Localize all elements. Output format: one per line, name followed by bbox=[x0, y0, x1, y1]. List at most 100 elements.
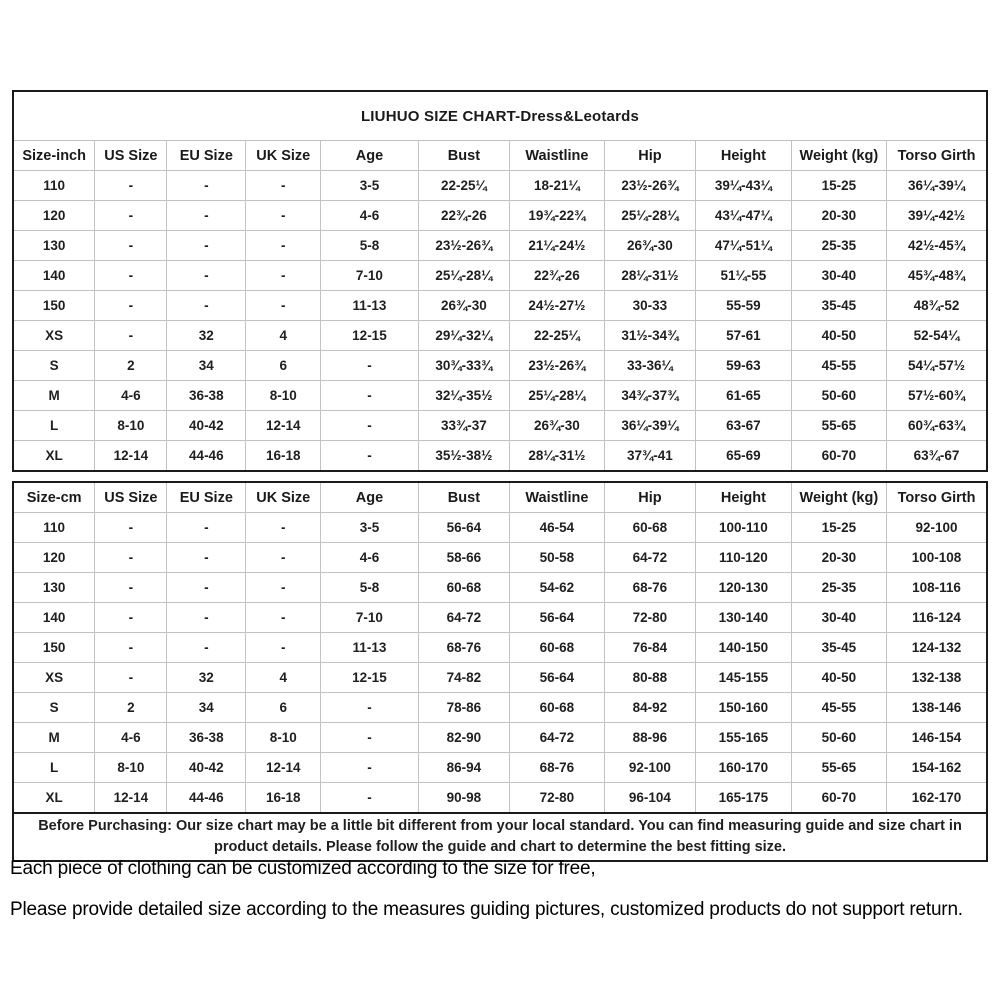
size-label: XL bbox=[12, 440, 96, 472]
table-cell: 42½-45¾ bbox=[886, 230, 988, 261]
table-cell: - bbox=[245, 230, 322, 261]
table-cell: 8-10 bbox=[245, 380, 322, 411]
table-cell: 25-35 bbox=[790, 572, 888, 603]
table-cell: 12-14 bbox=[245, 752, 322, 783]
table-cell: 5-8 bbox=[320, 230, 419, 261]
table-cell: 12-14 bbox=[94, 782, 168, 814]
table-cell: 110-120 bbox=[695, 542, 792, 573]
note-row: Before Purchasing: Our size chart may be… bbox=[12, 812, 988, 862]
table-cell: 48¾-52 bbox=[886, 290, 988, 321]
table-cell: 40-42 bbox=[166, 410, 247, 441]
table-cell: 155-165 bbox=[695, 722, 792, 753]
column-header: EU Size bbox=[166, 481, 247, 513]
table-cell: 8-10 bbox=[245, 722, 322, 753]
column-header: Age bbox=[320, 140, 419, 171]
column-header: Height bbox=[695, 140, 792, 171]
table-cell: 46-54 bbox=[509, 512, 605, 543]
column-header: UK Size bbox=[245, 140, 322, 171]
column-header: Weight (kg) bbox=[790, 140, 888, 171]
table-cell: - bbox=[94, 230, 168, 261]
table-cell: - bbox=[166, 260, 247, 291]
inch-table-body: 110- - -3-5 22-25¼ 18-21¼ 23½-26¾ 39¼-43¼ 15-25… bbox=[12, 170, 988, 472]
table-cell: 74-82 bbox=[417, 662, 511, 693]
column-header: Bust bbox=[417, 481, 511, 513]
column-header: Torso Girth bbox=[886, 481, 988, 513]
table-cell: 35½-38½ bbox=[417, 440, 511, 472]
column-header: Torso Girth bbox=[886, 140, 988, 171]
table-cell: - bbox=[320, 722, 419, 753]
table-row: 130- - -5-8 60-68 54-62 68-76 120-130 25-35 108-… bbox=[12, 572, 988, 603]
table-cell: 60¾-63¾ bbox=[886, 410, 988, 441]
size-label: XL bbox=[12, 782, 96, 814]
table-cell: 68-76 bbox=[417, 632, 511, 663]
table-cell: 52-54¼ bbox=[886, 320, 988, 351]
table-cell: 80-88 bbox=[603, 662, 697, 693]
table-row: 140- - -7-10 25¼-28¼ 22¾-26 28¼-31½ 51¼-55 30-4… bbox=[12, 260, 988, 291]
table-cell: 63-67 bbox=[695, 410, 792, 441]
table-cell: 55-59 bbox=[695, 290, 792, 321]
table-cell: 12-14 bbox=[94, 440, 168, 472]
table-cell: 30¾-33¾ bbox=[417, 350, 511, 381]
table-cell: 3-5 bbox=[320, 170, 419, 201]
size-table-cm: Size-cm US Size EU Size UK Size Age Bust Waist… bbox=[12, 481, 988, 862]
table-cell: 78-86 bbox=[417, 692, 511, 723]
table-cell: 22¾-26 bbox=[417, 200, 511, 231]
table-row: 140- - -7-10 64-72 56-64 72-80 130-140 30-40 116… bbox=[12, 602, 988, 633]
table-cell: 138-146 bbox=[886, 692, 988, 723]
size-label: 120 bbox=[12, 200, 96, 231]
customization-notes: Each piece of clothing can be customized… bbox=[10, 858, 990, 940]
table-cell: - bbox=[94, 662, 168, 693]
table-cell: 18-21¼ bbox=[509, 170, 605, 201]
table-row: XL 12-14 44-46 16-18-90-98 72-80 96-104 165-17… bbox=[12, 782, 988, 814]
table-cell: - bbox=[94, 290, 168, 321]
table-cell: 25¼-28¼ bbox=[509, 380, 605, 411]
table-cell: 50-60 bbox=[790, 380, 888, 411]
table-cell: - bbox=[245, 542, 322, 573]
table-cell: 124-132 bbox=[886, 632, 988, 663]
table-cell: 56-64 bbox=[509, 662, 605, 693]
table-cell: 30-40 bbox=[790, 602, 888, 633]
table-cell: 33-36¼ bbox=[603, 350, 697, 381]
table-cell: 56-64 bbox=[417, 512, 511, 543]
table-row: M 4-6 36-38 8-10-82-90 64-72 88-96 155-165 50-6… bbox=[12, 722, 988, 753]
table-cell: - bbox=[245, 200, 322, 231]
table-cell: 21¼-24½ bbox=[509, 230, 605, 261]
table-cell: 26¾-30 bbox=[509, 410, 605, 441]
table-cell: - bbox=[94, 632, 168, 663]
column-header: Size-inch bbox=[12, 140, 96, 171]
table-cell: 23½-26¾ bbox=[509, 350, 605, 381]
table-cell: 100-108 bbox=[886, 542, 988, 573]
table-cell: 26¾-30 bbox=[417, 290, 511, 321]
table-cell: 39¼-43¼ bbox=[695, 170, 792, 201]
table-cell: 146-154 bbox=[886, 722, 988, 753]
table-cell: 5-8 bbox=[320, 572, 419, 603]
table-cell: 32 bbox=[166, 320, 247, 351]
cm-table-body: 110- - -3-5 56-64 46-54 60-68 100-110 15-25 92-1… bbox=[12, 512, 988, 814]
table-cell: - bbox=[166, 230, 247, 261]
table-cell: - bbox=[94, 200, 168, 231]
table-row: 150- - -11-13 68-76 60-68 76-84 140-150 35-45 12… bbox=[12, 632, 988, 663]
footer-line-2: Please provide detailed size according t… bbox=[10, 899, 963, 920]
footer-line-1: Each piece of clothing can be customized… bbox=[10, 858, 596, 879]
table-cell: 92-100 bbox=[886, 512, 988, 543]
table-cell: - bbox=[166, 290, 247, 321]
table-cell: 116-124 bbox=[886, 602, 988, 633]
table-cell: 54¼-57½ bbox=[886, 350, 988, 381]
table-cell: 24½-27½ bbox=[509, 290, 605, 321]
table-cell: 59-63 bbox=[695, 350, 792, 381]
table-cell: 145-155 bbox=[695, 662, 792, 693]
size-label: L bbox=[12, 410, 96, 441]
table-cell: 4-6 bbox=[94, 722, 168, 753]
table-cell: 30-40 bbox=[790, 260, 888, 291]
table-cell: - bbox=[245, 170, 322, 201]
table-cell: - bbox=[166, 512, 247, 543]
table-cell: 90-98 bbox=[417, 782, 511, 814]
table-cell: - bbox=[245, 290, 322, 321]
table-cell: 28¼-31½ bbox=[603, 260, 697, 291]
table-cell: 57-61 bbox=[695, 320, 792, 351]
table-cell: 58-66 bbox=[417, 542, 511, 573]
table-row: S 2 34 6-30¾-33¾ 23½-26¾ 33-36¼ 59-63 45-55 54¼-… bbox=[12, 350, 988, 381]
table-cell: 76-84 bbox=[603, 632, 697, 663]
table-cell: 154-162 bbox=[886, 752, 988, 783]
table-cell: 100-110 bbox=[695, 512, 792, 543]
